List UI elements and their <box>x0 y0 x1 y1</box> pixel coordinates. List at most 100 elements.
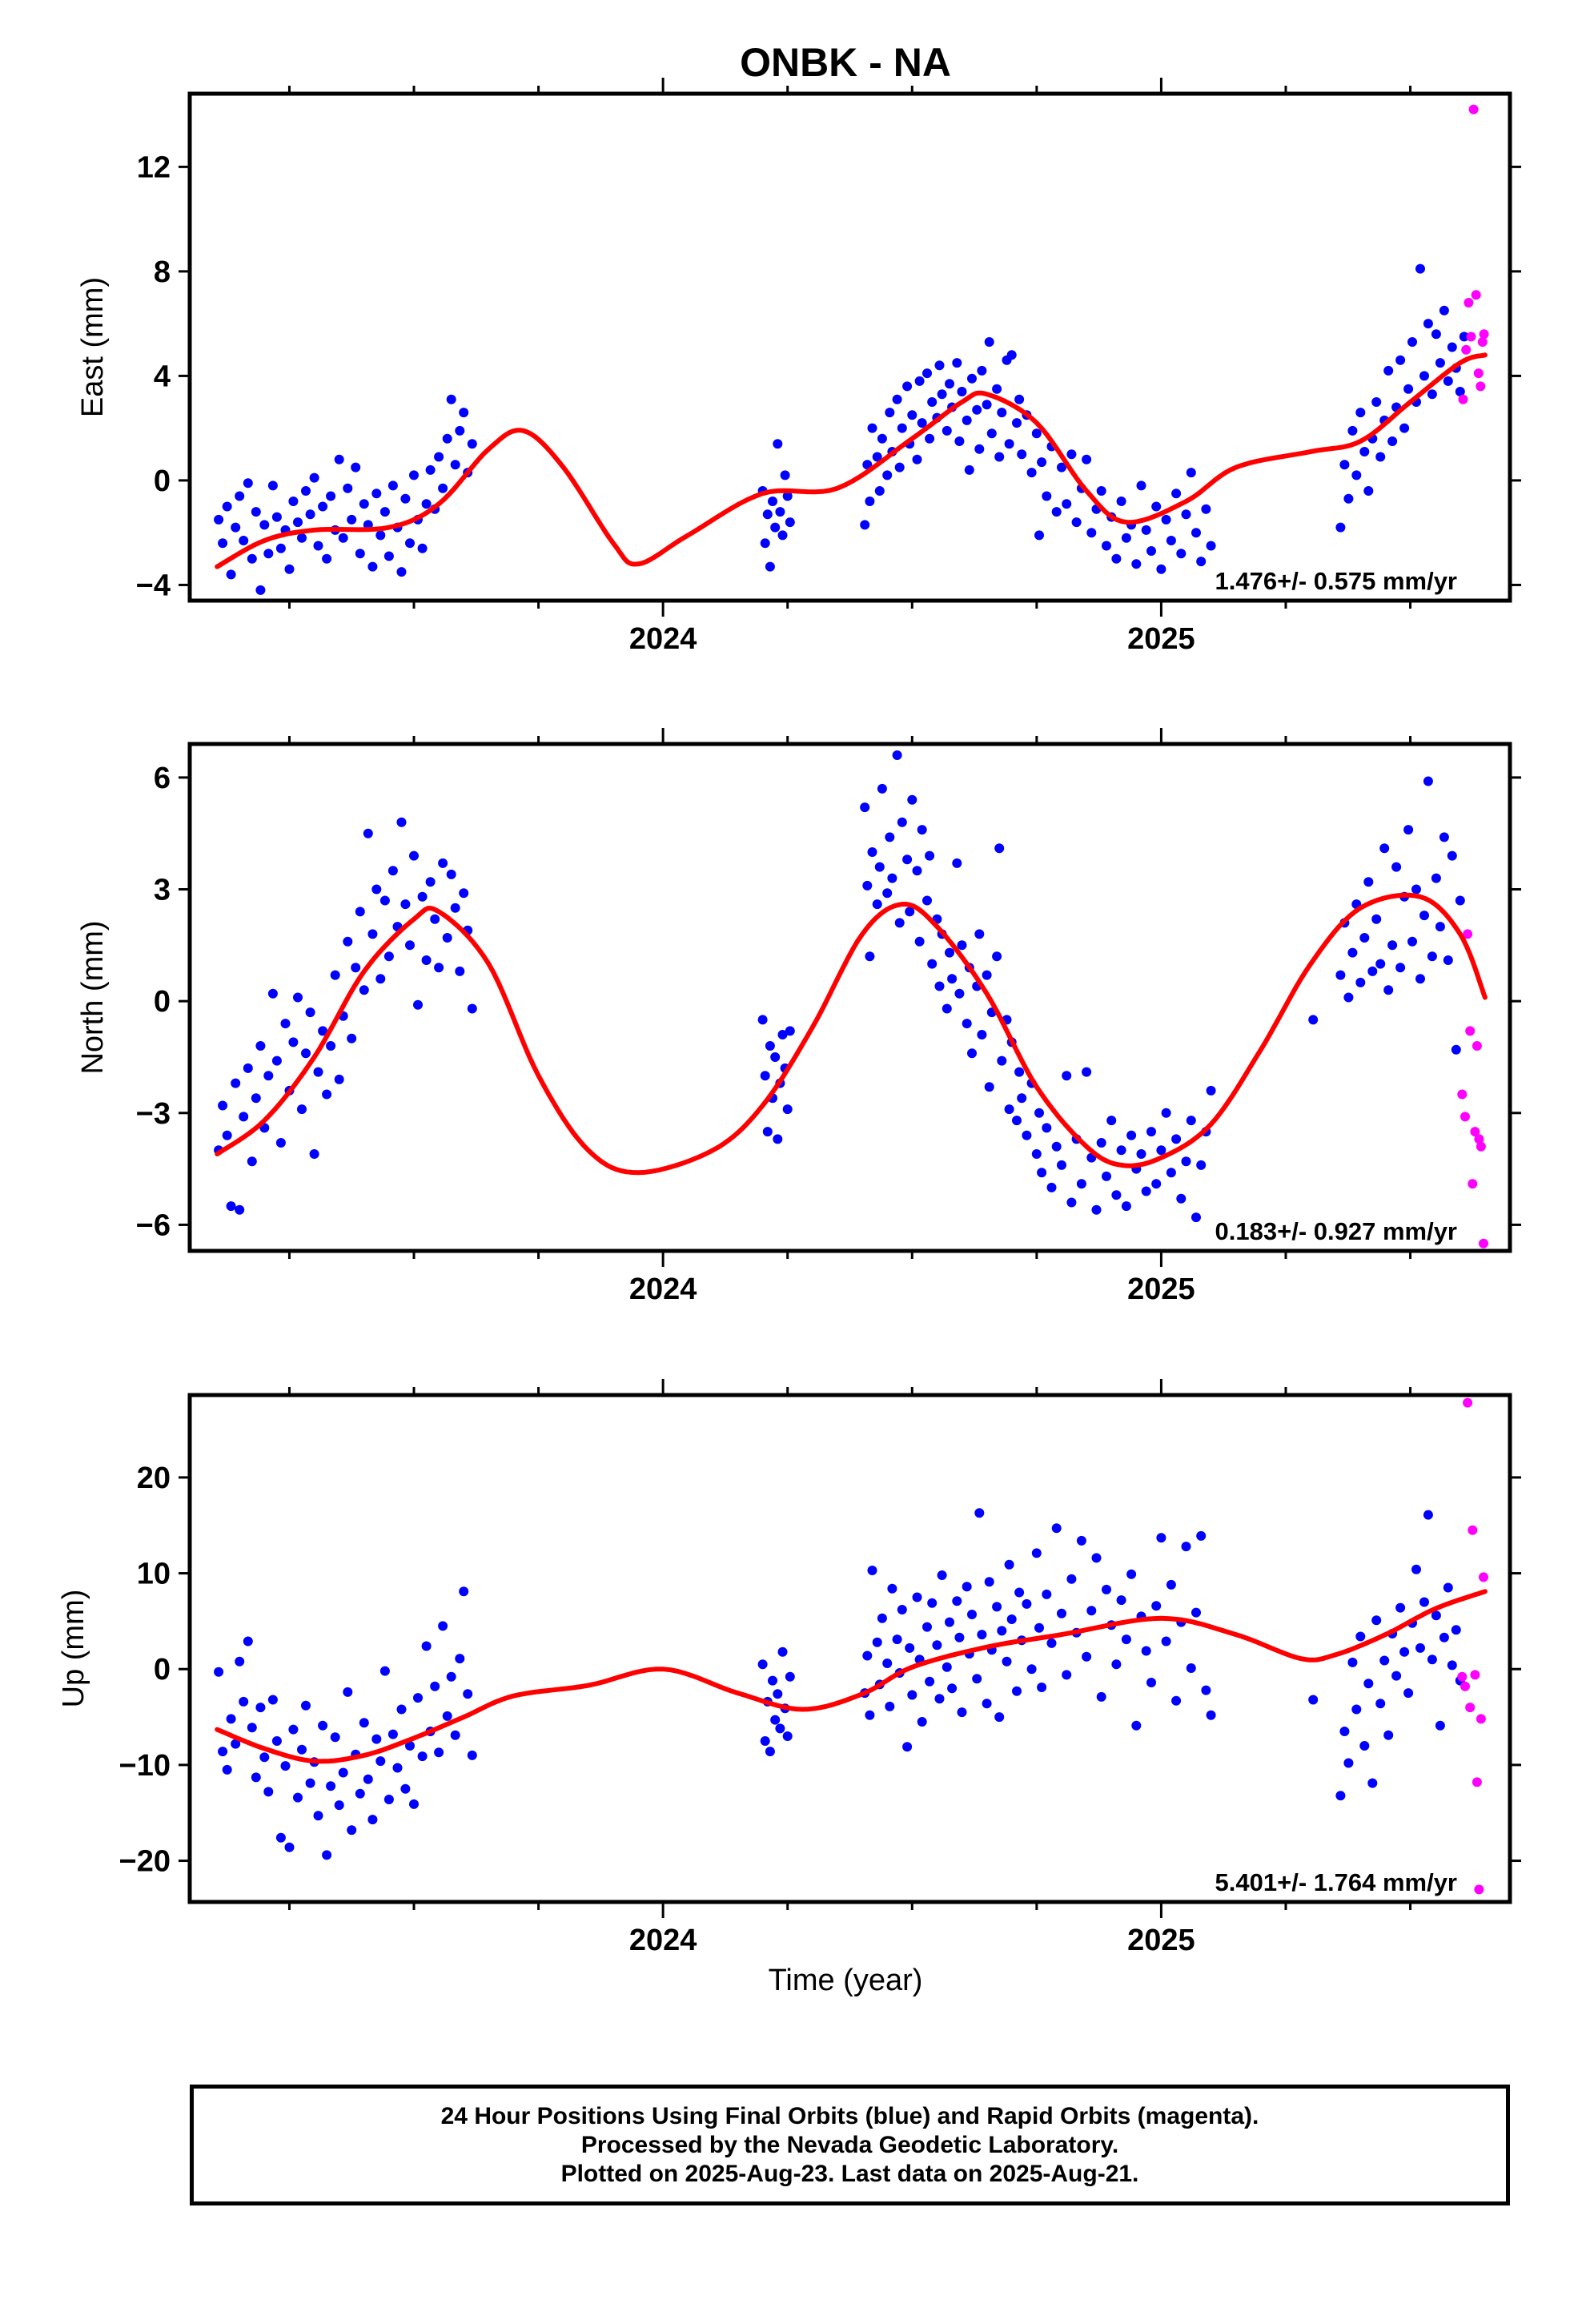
north-final-point <box>1355 977 1366 987</box>
north-final-point <box>1407 936 1417 947</box>
east-final-point <box>1399 423 1410 433</box>
east-final-point <box>467 439 477 449</box>
north-final-point <box>396 817 407 827</box>
east-final-point <box>777 530 788 541</box>
east-final-point <box>1062 499 1072 509</box>
east-final-point <box>1439 305 1449 316</box>
up-final-point <box>1116 1595 1126 1606</box>
north-final-point <box>860 802 870 813</box>
east-final-point <box>872 452 882 462</box>
north-final-point <box>877 783 887 794</box>
east-final-point <box>984 337 994 347</box>
east-final-point <box>297 533 307 543</box>
north-final-point <box>1156 1145 1166 1156</box>
north-final-point <box>247 1156 257 1167</box>
up-final-point <box>463 1689 473 1699</box>
east-final-point <box>343 483 353 493</box>
north-final-point <box>1141 1186 1151 1196</box>
up-final-point <box>1383 1730 1394 1740</box>
north-final-point <box>1096 1138 1106 1148</box>
east-y-tick-label: −4 <box>136 569 171 602</box>
up-rapid-point <box>1472 1777 1482 1787</box>
up-final-point <box>1339 1727 1350 1736</box>
east-final-point <box>1415 263 1425 274</box>
east-rapid-point <box>1461 344 1472 355</box>
north-final-point <box>887 873 897 883</box>
north-final-point <box>1082 1067 1092 1077</box>
north-final-point <box>1447 850 1457 861</box>
north-final-point <box>1403 825 1414 835</box>
east-final-point <box>775 507 785 517</box>
east-final-point <box>383 551 394 561</box>
up-y-tick-label: 20 <box>137 1462 171 1495</box>
up-final-point <box>343 1687 353 1697</box>
east-final-point <box>770 522 781 533</box>
east-final-point <box>937 389 947 400</box>
east-final-point <box>986 428 997 439</box>
east-final-point <box>782 491 793 501</box>
east-rapid-point <box>1466 332 1476 342</box>
up-final-point <box>1347 1657 1358 1667</box>
north-final-point <box>318 1026 328 1036</box>
up-final-point <box>387 1729 398 1739</box>
north-final-point <box>293 992 303 1003</box>
up-final-point <box>396 1704 407 1715</box>
north-final-point <box>271 1055 282 1066</box>
up-final-point <box>1206 1710 1216 1720</box>
up-final-point <box>467 1750 477 1760</box>
up-final-point <box>1062 1670 1072 1680</box>
up-rapid-point <box>1474 1884 1484 1895</box>
up-final-point <box>1006 1614 1017 1624</box>
east-frame <box>187 91 1512 603</box>
north-final-point <box>925 850 935 861</box>
east-final-point <box>322 553 332 564</box>
up-y-axis-label: Up (mm) <box>57 1590 90 1708</box>
north-final-point <box>1176 1193 1186 1204</box>
north-final-point <box>1076 1179 1086 1189</box>
east-final-point <box>231 522 241 533</box>
east-final-point <box>922 368 932 379</box>
up-final-point <box>367 1815 378 1825</box>
up-final-point <box>1057 1608 1066 1618</box>
east-rapid-point <box>1464 298 1474 308</box>
north-final-point <box>882 888 893 899</box>
up-rate-annotation: 5.401+/- 1.764 mm/yr <box>1215 1868 1457 1896</box>
north-final-point <box>375 974 386 984</box>
north-final-point <box>1423 776 1433 786</box>
north-final-point <box>1419 911 1429 921</box>
north-final-point <box>922 895 932 906</box>
up-final-point <box>1411 1564 1421 1574</box>
up-final-point <box>430 1681 440 1691</box>
east-final-point <box>263 549 274 559</box>
east-final-point <box>222 501 232 512</box>
north-final-point <box>446 869 456 879</box>
east-final-point <box>967 373 977 384</box>
up-final-point <box>1146 1678 1156 1687</box>
up-final-point <box>355 1788 365 1799</box>
east-final-point <box>1371 397 1382 407</box>
east-final-point <box>974 444 985 454</box>
north-y-tick-label: −3 <box>136 1097 171 1131</box>
north-final-point <box>872 899 882 910</box>
up-final-point <box>954 1632 965 1642</box>
east-final-point <box>768 497 777 506</box>
up-final-point <box>992 1602 1002 1612</box>
north-final-point <box>263 1071 274 1081</box>
east-rapid-point <box>1471 290 1481 300</box>
north-panel: −6 −3 0 3 6 2024 2025 North (mm) 0.183+/- 0.927 … <box>76 728 1521 1306</box>
up-rapid-point <box>1468 1525 1478 1535</box>
east-final-point <box>288 497 299 506</box>
up-final-point <box>297 1744 307 1755</box>
north-rapid-point <box>1476 1141 1486 1152</box>
north-final-point <box>1062 1071 1072 1081</box>
east-final-point <box>885 408 895 418</box>
east-final-point <box>1427 389 1437 400</box>
east-final-point <box>1355 408 1366 418</box>
up-final-point <box>902 1742 913 1752</box>
east-final-point <box>994 452 1005 462</box>
up-final-point <box>379 1666 390 1676</box>
up-panel: −20 −10 0 10 20 2024 2025 Up (mm) 5.401+/- 1.764… <box>57 1379 1521 1957</box>
up-final-point <box>1126 1569 1137 1579</box>
up-final-point <box>322 1850 332 1860</box>
up-final-point <box>405 1741 415 1751</box>
